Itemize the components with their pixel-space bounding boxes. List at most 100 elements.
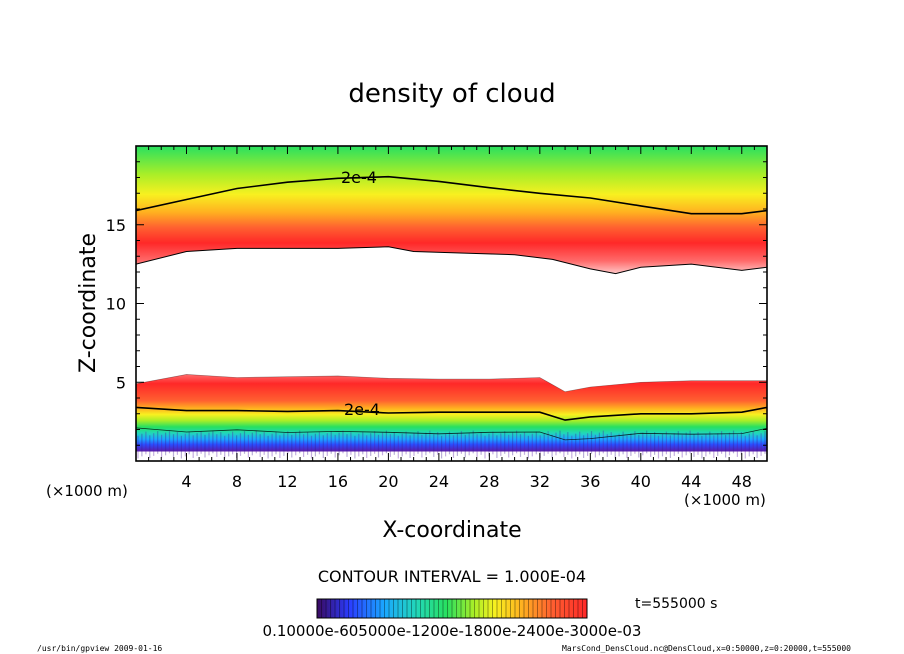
texture-stripe (701, 435, 703, 459)
texture-stripe (713, 435, 715, 458)
texture-stripe (512, 432, 514, 456)
x-tick-label: 36 (580, 472, 600, 491)
texture-stripe (149, 435, 151, 458)
texture-stripe (421, 434, 423, 458)
x-tick-label: 8 (232, 472, 242, 491)
texture-stripe (204, 434, 206, 458)
contour-interval-text: CONTOUR INTERVAL = 1.000E-04 (318, 567, 586, 586)
texture-stripe (220, 432, 222, 455)
texture-stripe (374, 431, 376, 454)
texture-stripe (618, 433, 620, 457)
texture-stripe (255, 430, 257, 454)
texture-stripe (732, 430, 735, 454)
texture-stripe (137, 435, 139, 459)
texture-stripe (464, 434, 466, 458)
texture-stripe (192, 435, 194, 458)
texture-stripe (165, 432, 167, 456)
texture-stripe (397, 435, 399, 459)
texture-stripe (488, 433, 490, 457)
texture-stripe (527, 435, 529, 459)
texture-stripe (496, 435, 498, 458)
y-axis-label: Z-coordinate (76, 233, 101, 373)
texture-stripe (551, 434, 553, 458)
texture-stripe (370, 433, 372, 456)
texture-stripe (677, 431, 679, 454)
texture-stripe (212, 430, 214, 454)
upper-cloud-base-outline (136, 246, 767, 275)
texture-stripe (725, 434, 727, 458)
texture-stripe (602, 430, 604, 454)
texture-stripe (543, 433, 545, 456)
texture-stripe (247, 434, 249, 458)
texture-stripe (196, 433, 198, 456)
texture-stripe (208, 432, 210, 456)
texture-stripe (571, 435, 573, 459)
texture-stripe (385, 430, 387, 454)
texture-stripe (472, 430, 474, 454)
colorbar-tick-labels: 0.10000e-605000e-1200e-1800e-2400e-3000e… (263, 622, 642, 640)
texture-stripe (145, 431, 147, 455)
texture-stripe (693, 434, 695, 457)
texture-stripe (460, 431, 462, 454)
texture-stripe (642, 432, 644, 456)
texture-stripe (508, 434, 510, 458)
x-tick-label: 16 (328, 472, 348, 491)
x-tick-label: 48 (732, 472, 752, 491)
texture-stripe (310, 435, 313, 459)
texture-stripe (224, 435, 226, 459)
texture-stripe (452, 435, 455, 458)
texture-stripe (271, 433, 273, 457)
texture-stripe (630, 433, 632, 456)
x-tick-label: 4 (181, 472, 191, 491)
x-tick-label: 40 (631, 472, 651, 491)
x-tick-label: 12 (277, 472, 297, 491)
texture-stripe (590, 431, 593, 454)
footer-left: /usr/bin/gpview 2009-01-16 (37, 644, 162, 653)
texture-stripe (437, 432, 439, 455)
texture-stripe (425, 432, 427, 456)
texture-stripe (563, 434, 565, 457)
texture-stripe (381, 432, 384, 456)
texture-stripe (523, 432, 526, 455)
texture-stripe (579, 431, 581, 455)
texture-stripe (681, 434, 683, 458)
texture-stripe (291, 434, 293, 458)
contour-line-upper (136, 175, 767, 215)
texture-stripe (697, 432, 699, 455)
texture-stripe (650, 434, 652, 457)
x-tick-label: 32 (530, 472, 550, 491)
texture-stripe (661, 433, 664, 457)
texture-stripe (342, 430, 344, 454)
texture-stripe (717, 433, 719, 456)
texture-stripe (330, 431, 332, 454)
y-tick-label: 10 (106, 295, 126, 314)
texture-stripe (646, 430, 648, 454)
texture-stripe (598, 432, 600, 456)
texture-stripe (673, 433, 675, 456)
texture-stripe (200, 431, 202, 454)
texture-stripe (157, 431, 159, 454)
texture-stripe (448, 431, 451, 455)
texture-stripe (610, 432, 612, 455)
contour-label-lower: 2e-4 (344, 400, 380, 419)
texture-stripe (626, 435, 628, 458)
texture-stripe (303, 434, 305, 457)
texture-stripe (654, 432, 656, 455)
texture-stripe (740, 432, 742, 455)
texture-stripe (232, 431, 234, 455)
texture-stripe (433, 434, 435, 457)
texture-stripe (484, 435, 486, 459)
texture-stripe (456, 433, 458, 456)
x-tick-label: 28 (479, 472, 499, 491)
x-axis: 4 8 12 16 20 24 28 32 36 40 44 48 (148, 146, 755, 491)
texture-stripe (764, 431, 766, 454)
time-label: t=555000 s (635, 596, 717, 612)
texture-stripe (705, 433, 707, 457)
contour-line-lower (136, 406, 767, 421)
texture-stripe (259, 434, 261, 457)
texture-stripe (362, 431, 364, 455)
texture-stripe (267, 435, 269, 459)
texture-stripe (429, 430, 431, 454)
texture-stripe (756, 435, 758, 458)
